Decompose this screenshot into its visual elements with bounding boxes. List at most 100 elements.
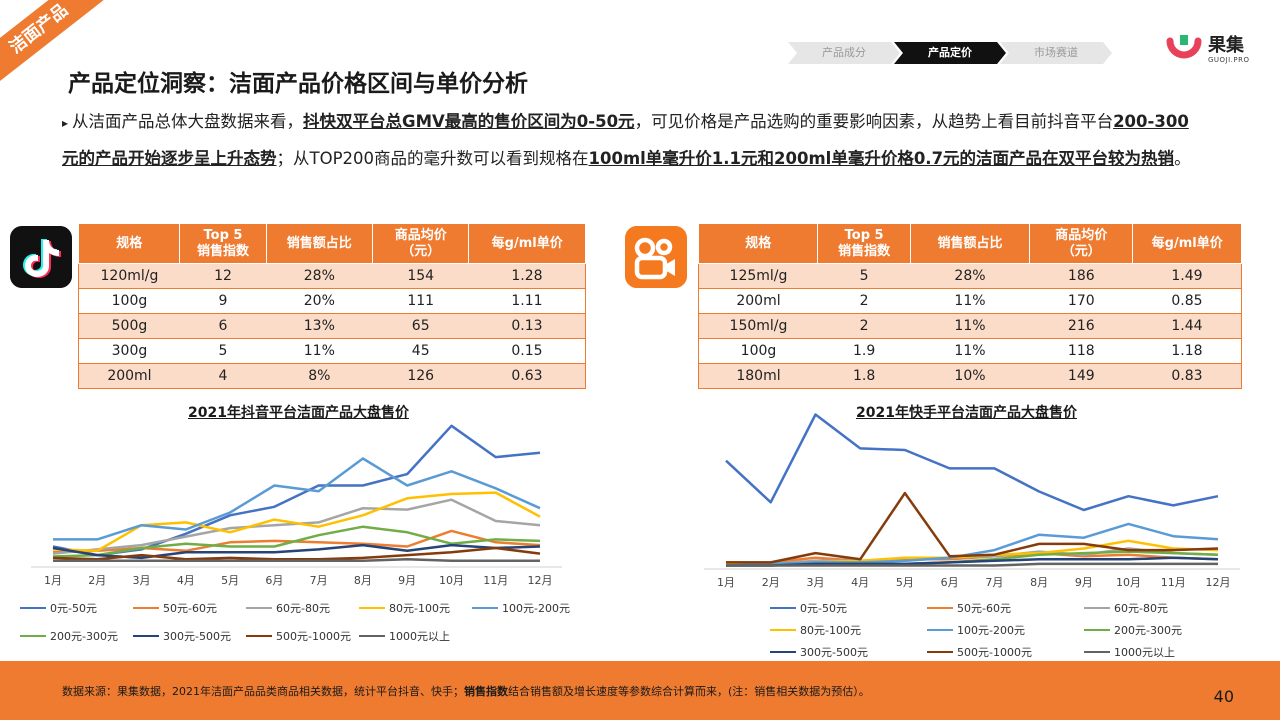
x-tick-label: 2月 (762, 576, 780, 589)
legend-label: 60元-80元 (276, 602, 330, 615)
page-number: 40 (1213, 687, 1234, 706)
legend-swatch (359, 606, 385, 610)
summary-text-4: 。 (1174, 149, 1191, 168)
legend-label: 0元-50元 (50, 602, 97, 615)
table-cell: 300g (77, 338, 180, 364)
legend-item: 60元-80元 (1084, 600, 1168, 616)
x-tick-label: 3月 (133, 574, 151, 587)
series-line (52, 525, 541, 558)
legend-swatch (246, 606, 272, 610)
legend-label: 1000元以上 (389, 630, 450, 643)
series-line (726, 562, 1218, 567)
table-cell: 1.11 (468, 288, 586, 314)
table-row: 300g 5 11% 45 0.15 (77, 338, 586, 364)
legend-item: 80元-100元 (359, 600, 450, 616)
series-line (725, 522, 1219, 567)
nav-step-market[interactable]: 市场赛道 (1000, 42, 1112, 64)
x-tick-label: 9月 (398, 574, 416, 587)
legend-swatch (770, 606, 796, 610)
x-tick-label: 12月 (528, 574, 553, 587)
table-cell: 0.85 (1132, 288, 1242, 314)
legend-item: 50元-60元 (133, 600, 217, 616)
x-tick-label: 1月 (44, 574, 62, 587)
x-tick-label: 4月 (177, 574, 195, 587)
table-cell: 154 (372, 263, 469, 289)
legend-swatch (20, 634, 46, 638)
summary-text-2: ，可见价格是产品选购的重要影响因素，从趋势上看目前抖音平台 (634, 112, 1114, 131)
bullet-arrow-icon: ▸ (62, 116, 69, 130)
legend-swatch (133, 606, 159, 610)
table-cell: 186 (1029, 263, 1133, 289)
table-cell: 5 (817, 263, 911, 289)
legend-swatch (1084, 606, 1110, 610)
legend-swatch (133, 634, 159, 638)
table-cell: 0.63 (468, 363, 586, 389)
legend-swatch (472, 606, 498, 610)
table-cell: 149 (1029, 363, 1133, 389)
legend-label: 300元-500元 (163, 630, 231, 643)
x-tick-label: 5月 (221, 574, 239, 587)
table-cell: 2 (817, 313, 911, 339)
legend-item: 100元-200元 (927, 622, 1025, 638)
table-cell: 5 (179, 338, 267, 364)
legend-swatch (927, 606, 953, 610)
x-tick-label: 6月 (265, 574, 283, 587)
table-cell: 6 (179, 313, 267, 339)
table-cell: 28% (266, 263, 373, 289)
legend-item: 500元-1000元 (927, 644, 1032, 660)
table-cell: 200ml (697, 288, 818, 314)
footer-bar: 数据来源：果集数据，2021年洁面产品品类商品相关数据，统计平台抖音、快手；销售… (0, 661, 1280, 720)
legend-item: 80元-100元 (770, 622, 861, 638)
legend-item: 300元-500元 (770, 644, 868, 660)
guoji-logo-icon (1166, 35, 1202, 59)
x-tick-label: 7月 (985, 576, 1003, 589)
table-cell: 10% (910, 363, 1030, 389)
legend-label: 0元-50元 (800, 602, 847, 615)
table-cell: 12 (179, 263, 267, 289)
legend-swatch (359, 634, 385, 638)
douyin-spec-table: 规格 Top 5 销售指数 销售额占比 商品均价 （元） 每g/ml单价 12 0… (77, 223, 586, 389)
douyin-app-icon (10, 226, 72, 288)
table-cell: 0.83 (1132, 363, 1242, 389)
legend-label: 100元-200元 (502, 602, 570, 615)
page-title: 产品定位洞察：洁面产品价格区间与单价分析 (68, 71, 528, 97)
table-cell: 45 (372, 338, 469, 364)
table-cell: 111 (372, 288, 469, 314)
table-row: 125ml/g 5 28% 186 1.49 (697, 263, 1242, 289)
summary-paragraph: ▸ 从洁面产品总体大盘数据来看，抖快双平台总GMV最高的售价区间为0-50元，可见… (62, 104, 1202, 177)
legend-item: 500元-1000元 (246, 628, 351, 644)
x-tick-label: 7月 (310, 574, 328, 587)
table-cell: 1.44 (1132, 313, 1242, 339)
x-tick-label: 5月 (896, 576, 914, 589)
legend-item: 1000元以上 (359, 628, 450, 644)
legend-label: 300元-500元 (800, 646, 868, 659)
legend-item: 200元-300元 (20, 628, 118, 644)
nav-step-ingredients[interactable]: 产品成分 (788, 42, 900, 64)
table-header-cell: Top 5 销售指数 (817, 223, 911, 264)
table-cell: 180ml (697, 363, 818, 389)
table-row: 100g 9 20% 111 1.11 (77, 288, 586, 314)
table-cell: 216 (1029, 313, 1133, 339)
legend-swatch (20, 606, 46, 610)
table-cell: 0.15 (468, 338, 586, 364)
legend-item: 1000元以上 (1084, 644, 1175, 660)
table-cell: 9 (179, 288, 267, 314)
series-line (725, 413, 1219, 512)
legend-swatch (770, 650, 796, 654)
table-header-cell: 规格 (697, 223, 819, 264)
x-tick-label: 10月 (1116, 576, 1141, 589)
table-header-row: 规格 Top 5 销售指数 销售额占比 商品均价 （元） 每g/ml单价 (77, 223, 586, 264)
table-header-cell: Top 5 销售指数 (179, 223, 267, 264)
legend-item: 50元-60元 (927, 600, 1011, 616)
table-cell: 150ml/g (697, 313, 818, 339)
legend-item: 300元-500元 (133, 628, 231, 644)
series-line (726, 491, 1219, 564)
table-row: 200ml 2 11% 170 0.85 (697, 288, 1242, 314)
legend-item: 200元-300元 (1084, 622, 1182, 638)
table-header-cell: 销售额占比 (265, 223, 374, 264)
table-cell: 100g (77, 288, 180, 314)
table-cell: 11% (910, 288, 1030, 314)
nav-step-pricing[interactable]: 产品定价 (894, 42, 1006, 64)
legend-item: 0元-50元 (770, 600, 847, 616)
table-cell: 1.9 (817, 338, 911, 364)
